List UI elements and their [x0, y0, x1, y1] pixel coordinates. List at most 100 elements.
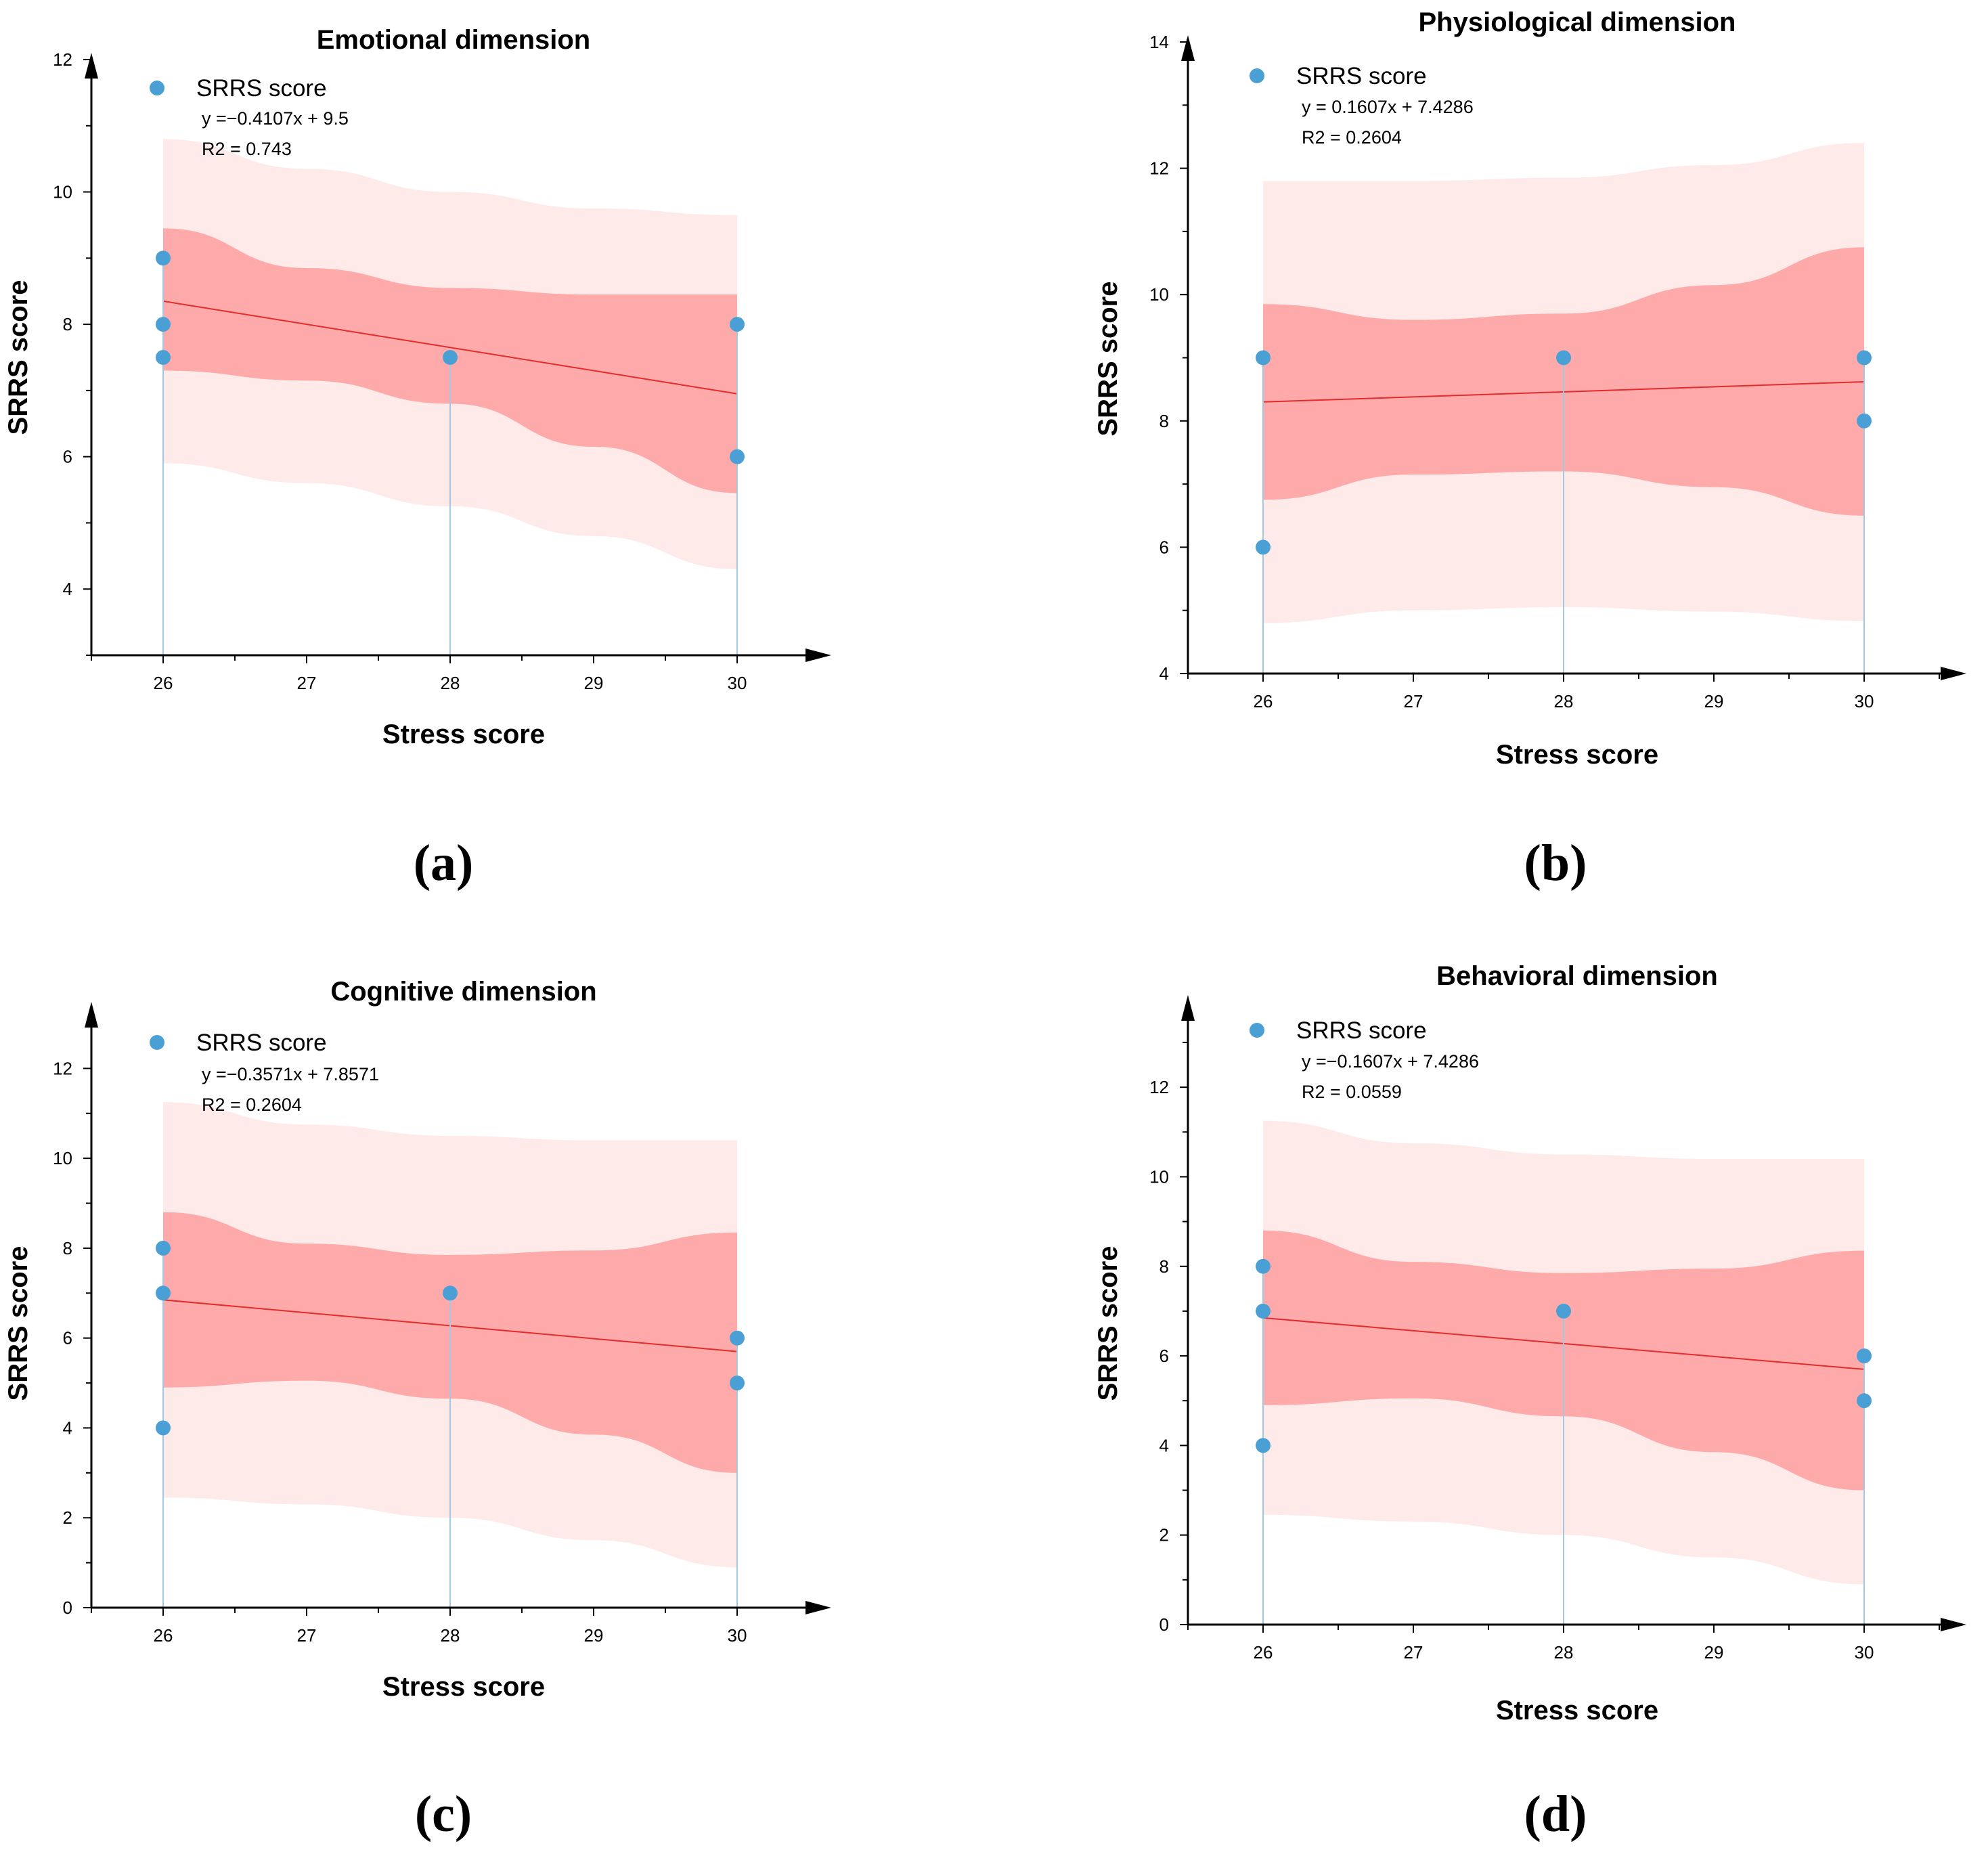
x-tick-label: 29 — [584, 673, 604, 693]
panel-caption: (b) — [1524, 835, 1587, 891]
y-tick-label: 0 — [1159, 1614, 1169, 1635]
y-tick-label: 12 — [53, 49, 72, 70]
x-tick-label: 28 — [1554, 1642, 1574, 1662]
data-point — [730, 1330, 745, 1346]
x-axis-arrow — [1941, 1618, 1966, 1631]
x-tick-label: 28 — [441, 1625, 460, 1646]
legend-marker — [1250, 68, 1264, 83]
chart-title: Emotional dimension — [317, 25, 590, 55]
panel-caption: (d) — [1524, 1786, 1587, 1843]
y-tick-label: 12 — [53, 1058, 72, 1078]
r-squared-value: R2 = 0.2604 — [1302, 127, 1402, 148]
data-point — [1256, 539, 1271, 555]
regression-equation: y = 0.1607x + 7.4286 — [1302, 97, 1474, 117]
legend-label: SRRS score — [1296, 1017, 1427, 1044]
y-tick-label: 14 — [1149, 32, 1169, 52]
legend-label: SRRS score — [196, 1030, 327, 1056]
data-point — [156, 250, 171, 266]
panel-caption: (c) — [415, 1786, 472, 1843]
y-tick-label: 6 — [63, 1328, 72, 1348]
x-tick-label: 27 — [297, 1625, 317, 1646]
chart-title: Behavioral dimension — [1436, 961, 1718, 991]
x-tick-label: 26 — [154, 673, 173, 693]
data-point — [1256, 1303, 1271, 1319]
y-tick-label: 10 — [53, 1148, 72, 1168]
chart-title: Cognitive dimension — [330, 977, 596, 1007]
data-point — [156, 1285, 171, 1301]
x-tick-label: 27 — [1404, 1642, 1423, 1662]
legend-marker — [1250, 1023, 1264, 1038]
x-tick-label: 28 — [441, 673, 460, 693]
regression-equation: y =−0.3571x + 7.8571 — [202, 1064, 379, 1084]
y-tick-label: 8 — [1159, 1256, 1169, 1277]
y-tick-label: 10 — [53, 182, 72, 202]
x-axis-arrow — [805, 648, 831, 662]
legend-marker — [150, 1035, 164, 1050]
y-tick-label: 4 — [1159, 1435, 1169, 1455]
data-point — [730, 449, 745, 464]
x-tick-label: 30 — [1855, 691, 1874, 711]
x-tick-label: 29 — [1704, 691, 1724, 711]
data-point — [443, 350, 458, 365]
y-tick-label: 4 — [63, 579, 72, 599]
x-axis-label: Stress score — [382, 1672, 545, 1702]
chart-panel-d: 26 27 28 29 30 0 2 4 6 8 10 12 Behavioral dimension S… — [1093, 961, 1966, 1843]
data-point — [1857, 1393, 1872, 1409]
data-point — [730, 317, 745, 332]
y-tick-label: 0 — [63, 1598, 72, 1618]
y-tick-label: 6 — [1159, 1346, 1169, 1366]
x-axis-label: Stress score — [1496, 740, 1658, 770]
y-tick-label: 6 — [1159, 537, 1169, 557]
y-tick-label: 2 — [63, 1507, 72, 1528]
y-tick-label: 10 — [1149, 1166, 1169, 1187]
x-tick-label: 28 — [1554, 691, 1574, 711]
chart-title: Physiological dimension — [1419, 7, 1736, 37]
data-point — [443, 1285, 458, 1301]
x-tick-label: 29 — [1704, 1642, 1724, 1662]
x-tick-label: 30 — [728, 673, 747, 693]
regression-equation: y =−0.4107x + 9.5 — [202, 108, 349, 129]
legend-label: SRRS score — [196, 75, 327, 102]
data-point — [156, 350, 171, 365]
y-axis-label: SRRS score — [1093, 282, 1123, 437]
y-tick-label: 4 — [63, 1417, 72, 1438]
y-tick-label: 8 — [63, 1238, 72, 1258]
data-point — [1256, 1258, 1271, 1274]
y-axis-arrow — [85, 53, 98, 79]
y-axis-arrow — [85, 1002, 98, 1028]
y-tick-label: 12 — [1149, 158, 1169, 179]
y-tick-label: 4 — [1159, 663, 1169, 684]
chart-panel-c: 26 27 28 29 30 0 2 4 6 8 10 12 Cognitive dimension St… — [3, 977, 831, 1843]
x-tick-label: 30 — [728, 1625, 747, 1646]
data-point — [1556, 350, 1571, 366]
y-axis-arrow — [1181, 995, 1195, 1021]
data-point — [730, 1375, 745, 1391]
y-tick-label: 2 — [1159, 1525, 1169, 1545]
y-axis-label: SRRS score — [1093, 1246, 1123, 1401]
x-axis-label: Stress score — [1496, 1696, 1658, 1725]
x-axis-arrow — [1941, 667, 1966, 680]
fit-line — [162, 300, 738, 395]
y-tick-label: 8 — [1159, 411, 1169, 431]
legend-label: SRRS score — [1296, 63, 1427, 89]
r-squared-value: R2 = 0.2604 — [202, 1095, 302, 1115]
r-squared-value: R2 = 0.0559 — [1302, 1082, 1402, 1102]
y-tick-label: 10 — [1149, 284, 1169, 305]
x-tick-label: 27 — [297, 673, 317, 693]
legend-marker — [150, 81, 164, 95]
x-tick-label: 26 — [154, 1625, 173, 1646]
data-point — [156, 1240, 171, 1256]
y-axis-label: SRRS score — [3, 1246, 33, 1401]
y-tick-label: 6 — [63, 447, 72, 467]
data-point — [1857, 1348, 1872, 1364]
data-point — [1256, 350, 1271, 366]
data-point — [1857, 350, 1872, 366]
data-point — [156, 1420, 171, 1436]
data-point — [156, 317, 171, 332]
data-point — [1857, 413, 1872, 428]
x-tick-label: 29 — [584, 1625, 604, 1646]
x-tick-label: 27 — [1404, 691, 1423, 711]
panel-caption: (a) — [414, 835, 474, 891]
chart-panel-a: 26 27 28 29 30 4 6 8 10 12 Emotional dimension Stre… — [3, 25, 831, 891]
